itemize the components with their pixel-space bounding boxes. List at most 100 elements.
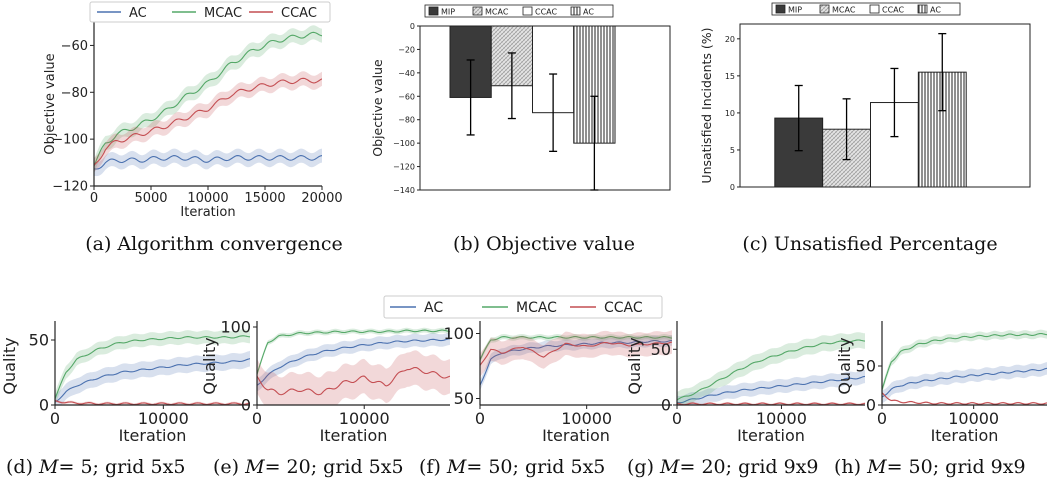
legend-frame <box>424 4 614 18</box>
band-ccac <box>677 402 865 405</box>
series-line-mcac <box>480 336 672 361</box>
y-tick-label: −60 <box>61 39 88 54</box>
caption-rest: = 50; grid 5x5 <box>466 456 605 478</box>
series-line-ac <box>677 375 865 404</box>
y-tick-label: 0 <box>661 396 671 415</box>
caption-d: (d) M= 5; grid 5x5 <box>6 456 185 478</box>
x-tick-label: 0 <box>50 409 60 428</box>
y-tick-label: 50 <box>29 331 49 350</box>
panel-f: 0 10000 50 100 Iteration <box>443 321 672 445</box>
y-axis-label: Objective value <box>43 53 58 154</box>
x-tick-label: 0 <box>90 191 98 206</box>
x-tick-label: 0 <box>672 409 682 428</box>
plot-area-d <box>55 329 250 405</box>
series-line-mcac <box>257 329 450 375</box>
panel-d: 0 10000 0 50 Iteration Quality <box>0 321 250 445</box>
legend-frame <box>771 2 961 16</box>
panel-a: 0 5000 10000 15000 20000 −120 −100 −80 −60 Iterat… <box>43 22 343 220</box>
legend-swatch-mip <box>428 6 439 16</box>
caption-f: (f) M= 50; grid 5x5 <box>419 456 605 478</box>
legend-label-ccac: CCAC <box>604 300 643 316</box>
y-tick-label: 5 <box>730 146 735 155</box>
legend-swatch-mip <box>775 4 786 14</box>
y-axis-label-c: Unsatisfied Incidents (%) <box>699 27 714 183</box>
x-tick-label: 10000 <box>138 409 189 428</box>
legend-label-mip: MIP <box>441 8 455 17</box>
y-tick-label: 20 <box>725 35 735 44</box>
y-tick-label: 0 <box>39 396 49 415</box>
band-mcac <box>480 334 672 363</box>
panel-c: 0 5 10 15 20 <box>725 23 1031 192</box>
legend-label-ccac: CCAC <box>882 6 905 15</box>
caption-h: (h) M= 50; grid 9x9 <box>834 456 1026 478</box>
legend-label-mip: MIP <box>788 6 802 15</box>
y-tick-label: 0 <box>410 22 415 31</box>
legend-label-mcac: MCAC <box>516 300 557 316</box>
legend-swatch-ccac <box>869 4 880 14</box>
legend-label-ac: AC <box>129 6 147 21</box>
x-tick-label: 0 <box>252 409 262 428</box>
y-tick-label: −120 <box>52 180 88 195</box>
caption-rest: = 5; grid 5x5 <box>59 456 186 478</box>
series-line-ac <box>257 338 450 386</box>
y-axis-label-b: Objective value <box>370 59 385 157</box>
plot-area-e <box>257 327 450 405</box>
y-axis-label: Quality <box>835 337 854 394</box>
y-tick-label: −40 <box>398 69 415 78</box>
legend-label-mcac: MCAC <box>204 6 242 21</box>
y-axis-label: Quality <box>200 337 219 394</box>
legend-label-mcac: MCAC <box>832 6 856 15</box>
x-axis-label: Iteration <box>542 426 610 445</box>
legend-label-ac: AC <box>424 300 443 316</box>
y-tick-label: −60 <box>398 92 415 101</box>
legend-b: MIP MCAC CCAC AC <box>424 4 614 18</box>
legend-swatch-ac <box>917 4 928 14</box>
y-tick-label: 50 <box>651 340 671 359</box>
series-line-ac <box>480 339 672 386</box>
caption-prefix: (h) <box>834 456 867 478</box>
band-mcac <box>94 25 322 174</box>
y-tick-label: 15 <box>725 72 735 81</box>
caption-rest: = 20; grid 9x9 <box>680 456 819 478</box>
panel-g: 0 10000 0 50 Iteration Quality <box>625 321 865 445</box>
shared-legend: AC MCAC CCAC <box>383 295 663 319</box>
y-tick-label: −80 <box>398 116 415 125</box>
band-ccac <box>257 350 450 405</box>
series-line-mcac <box>677 339 865 401</box>
x-tick-label: 10000 <box>339 409 390 428</box>
band-mcac <box>677 332 865 405</box>
legend-label-mcac: MCAC <box>485 8 509 17</box>
plot-area-f <box>480 330 672 391</box>
series-line-mcac <box>882 332 1047 390</box>
legend-swatch-mcac <box>472 6 483 16</box>
caption-rest: = 50; grid 9x9 <box>887 456 1026 478</box>
band-mcac <box>882 329 1047 394</box>
x-tick-label: 20000 <box>301 191 342 206</box>
series-line-ac <box>882 367 1047 398</box>
y-axis-label: Quality <box>0 337 19 394</box>
y-tick-label: −20 <box>398 45 415 54</box>
caption-prefix: (g) <box>627 456 660 478</box>
band-mcac <box>257 327 450 377</box>
legend-label-ccac: CCAC <box>535 8 558 17</box>
series-line-ccac <box>94 77 322 166</box>
x-axis-label: Iteration <box>180 205 235 220</box>
series-line-ccac <box>480 341 672 366</box>
caption-math: M <box>38 456 59 478</box>
caption-math: M <box>866 456 887 478</box>
y-tick-label: 100 <box>443 324 474 343</box>
legend-label-ac: AC <box>583 8 594 17</box>
y-tick-label: 10 <box>725 109 735 118</box>
x-tick-label: 10000 <box>561 409 612 428</box>
band-ac <box>882 362 1047 404</box>
x-tick-label: 10000 <box>187 191 228 206</box>
caption-a: (a) Algorithm convergence <box>85 233 343 255</box>
legend-swatch-ac <box>570 6 581 16</box>
plot-area-h <box>882 329 1047 405</box>
caption-b: (b) Objective value <box>453 233 635 255</box>
legend-frame <box>383 295 663 319</box>
y-tick-label: 0 <box>730 183 735 192</box>
y-tick-label: 0 <box>241 396 251 415</box>
y-axis-label: Quality <box>625 337 644 394</box>
